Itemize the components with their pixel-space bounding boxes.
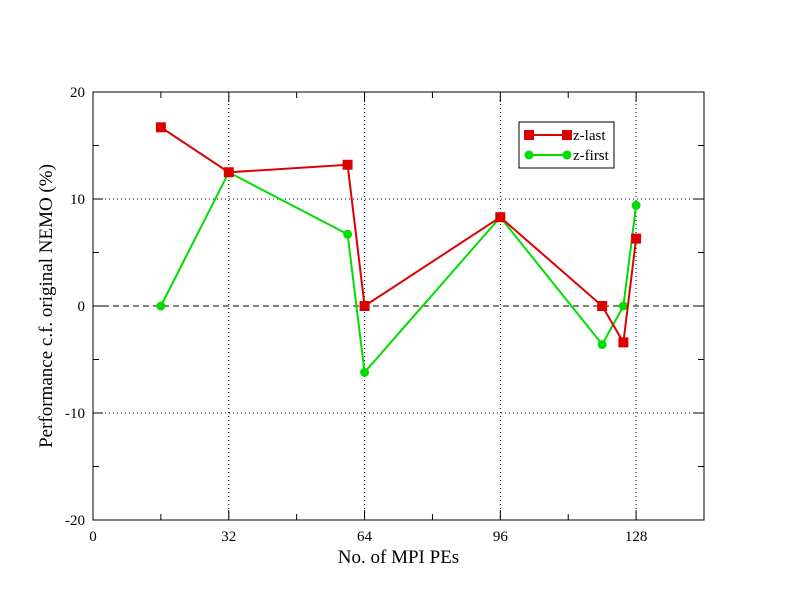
legend-item: z-last	[524, 128, 606, 144]
data-point-square	[524, 130, 534, 140]
data-point-circle	[631, 200, 641, 210]
data-point-square	[597, 301, 608, 311]
legend-items: z-last z-first	[524, 128, 610, 164]
x-tick-label: 96	[493, 529, 509, 545]
legend-item: z-first	[524, 148, 610, 164]
x-tick-label: 32	[221, 529, 236, 545]
axis-ticks: 0 32 64 96 128 -20 -10 0 10 20	[65, 85, 705, 545]
y-tick-label: -20	[65, 513, 85, 529]
data-point-circle	[562, 150, 572, 160]
x-axis-title: No. of MPI PEs	[338, 547, 459, 568]
series-z-first	[156, 167, 641, 377]
grid-lines	[93, 92, 704, 520]
y-tick-label: 20	[70, 85, 85, 101]
series-line	[160, 170, 638, 375]
y-tick-label: 0	[78, 299, 86, 315]
data-point-square	[155, 122, 166, 133]
series-layer	[155, 122, 642, 377]
x-tick-label: 0	[89, 529, 97, 545]
data-point-circle	[156, 301, 166, 311]
legend-label: z-last	[573, 128, 606, 144]
legend-box	[518, 121, 615, 169]
legend: z-last z-first	[518, 121, 615, 169]
data-point-circle	[597, 340, 607, 350]
data-point-square	[631, 233, 642, 244]
series-z-last	[155, 122, 642, 348]
data-point-square	[495, 212, 506, 223]
data-point-circle	[524, 150, 534, 160]
legend-label: z-first	[573, 148, 610, 164]
data-point-square	[359, 301, 370, 311]
x-tick-label: 64	[357, 529, 373, 545]
data-point-square	[562, 130, 572, 140]
data-point-square	[342, 159, 353, 170]
y-tick-label: 10	[70, 192, 85, 208]
y-axis-title: Performance c.f. original NEMO (%)	[36, 164, 57, 448]
series-line	[160, 126, 638, 346]
x-tick-label: 128	[625, 529, 648, 545]
data-point-circle	[618, 301, 628, 311]
data-point-circle	[343, 229, 353, 239]
y-tick-label: -10	[65, 406, 85, 422]
data-point-square	[223, 167, 234, 178]
data-point-square	[618, 337, 629, 348]
data-point-circle	[360, 367, 370, 377]
